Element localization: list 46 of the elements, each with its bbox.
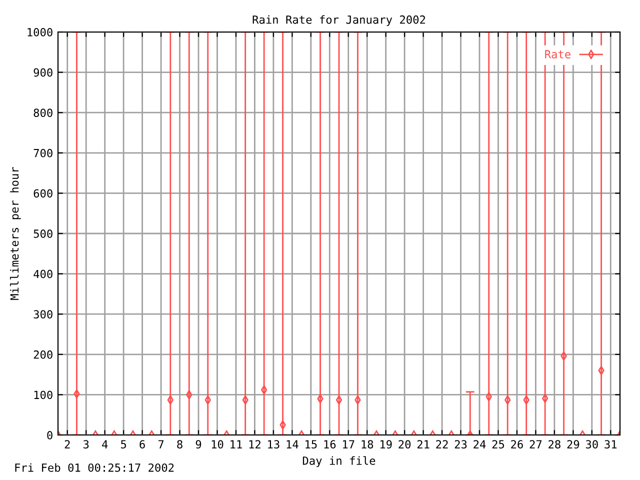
x-tick-label: 19 <box>380 440 392 449</box>
x-tick-label: 4 <box>102 440 108 448</box>
x-tick-label: 20 <box>398 440 411 449</box>
text: Fri Feb 01 00:25:17 2002 <box>15 463 174 472</box>
x-tick-label: 3 <box>84 440 89 449</box>
x-tick-label: 25 <box>492 440 504 449</box>
x-tick-label: 8 <box>177 440 182 449</box>
x-tick-label: 30 <box>586 440 598 449</box>
x-axis-title: Day in file <box>302 456 376 468</box>
legend-label: Rate <box>545 50 570 58</box>
y-tick-label: 900 <box>34 68 52 77</box>
x-tick-label: 18 <box>362 440 374 449</box>
y-tick-label: 100 <box>34 390 52 400</box>
x-tick-label: 11 <box>230 440 242 448</box>
y-tick-label: 800 <box>34 108 52 118</box>
x-tick-label: 23 <box>454 440 467 449</box>
x-tick-label: 6 <box>140 440 145 449</box>
x-tick-label: 21 <box>417 440 430 448</box>
x-tick-label: 13 <box>268 440 280 449</box>
x-tick-label: 5 <box>121 440 126 449</box>
y-tick-label: 600 <box>34 189 52 198</box>
x-tick-label: 9 <box>196 440 202 449</box>
x-tick-label: 27 <box>530 440 542 448</box>
x-tick-label: 31 <box>604 440 617 449</box>
x-tick-label: 24 <box>474 440 486 448</box>
x-tick-label: 16 <box>324 440 336 449</box>
x-tick-label: 22 <box>436 440 448 448</box>
chart-title: Rain Rate for January 2002 <box>252 15 426 26</box>
y-tick-label: 300 <box>34 310 52 319</box>
y-tick-label: 0 <box>47 431 52 440</box>
y-tick-label: 700 <box>34 148 52 158</box>
y-axis-title: Millimeters per hour <box>10 167 21 300</box>
x-tick-label: 14 <box>286 440 298 448</box>
x-tick-label: 15 <box>306 440 317 449</box>
y-tick-label: 400 <box>34 270 52 278</box>
x-tick-label: 7 <box>158 440 164 448</box>
x-tick-label: 29 <box>567 440 580 449</box>
x-tick-label: 10 <box>212 440 224 449</box>
y-tick-label: 500 <box>34 230 52 238</box>
x-tick-label: 26 <box>511 440 523 449</box>
x-tick-label: 28 <box>548 440 560 449</box>
x-tick-label: 2 <box>64 440 70 448</box>
y-tick-label: 1000 <box>28 28 52 36</box>
y-tick-label: 200 <box>34 350 52 359</box>
x-tick-label: 17 <box>343 440 354 448</box>
x-tick-label: 12 <box>249 440 260 448</box>
